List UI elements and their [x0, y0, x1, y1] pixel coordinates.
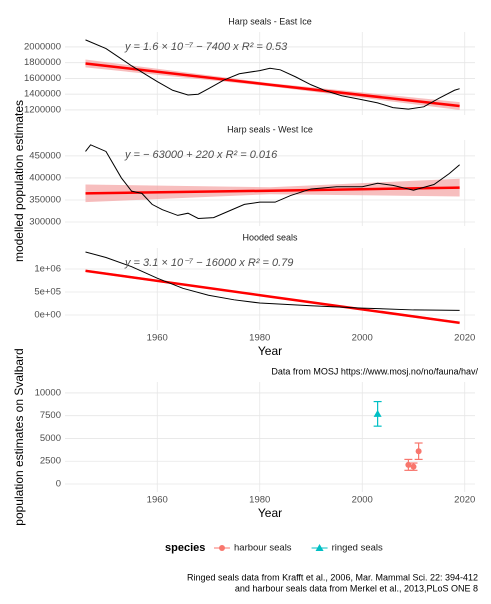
- source-note: Data from MOSJ https://www.mosj.no/no/fa…: [271, 366, 478, 376]
- data-line: [85, 251, 460, 311]
- y-tick-label: 1800000: [24, 57, 61, 68]
- y-tick-label: 10000: [35, 387, 61, 398]
- x-tick-label: 2000: [352, 495, 373, 506]
- equation: y = 3.1 × 10⁻⁷ − 16000 x R² = 0.79: [124, 257, 293, 269]
- y-axis-title: modelled population estimates: [12, 100, 26, 262]
- legend-label: ringed seals: [332, 543, 383, 554]
- fit-line: [85, 269, 460, 325]
- y-tick-label: 300000: [29, 217, 61, 228]
- legend-symbol: [315, 544, 324, 551]
- panel-title: Harp seals - East Ice: [228, 16, 312, 26]
- x-tick-label: 1980: [249, 333, 270, 344]
- y-axis-title: population estimates on Svalbard: [12, 348, 26, 525]
- panel-title: Harp seals - West Ice: [227, 124, 313, 134]
- y-tick-label: 1e+06: [34, 263, 61, 274]
- source-note: and harbour seals data from Merkel et al…: [235, 583, 478, 593]
- y-tick-label: 5e+05: [34, 287, 61, 298]
- x-tick-label: 2020: [454, 495, 475, 506]
- fit-line: [85, 186, 460, 195]
- y-tick-label: 2000000: [24, 41, 61, 52]
- equation: y = 1.6 × 10⁻⁷ − 7400 x R² = 0.53: [124, 41, 288, 53]
- y-tick-label: 1200000: [24, 104, 61, 115]
- y-tick-label: 1600000: [24, 73, 61, 84]
- y-tick-label: 1400000: [24, 89, 61, 100]
- y-tick-label: 0e+00: [34, 310, 61, 321]
- y-tick-label: 400000: [29, 172, 61, 183]
- source-note: Ringed seals data from Krafft et al., 20…: [187, 572, 478, 582]
- x-tick-label: 2020: [454, 333, 475, 344]
- x-tick-label: 2000: [352, 333, 373, 344]
- x-tick-label: 1960: [147, 333, 168, 344]
- y-tick-label: 0: [56, 479, 61, 490]
- legend-label: harbour seals: [234, 543, 292, 554]
- equation: y = − 63000 + 220 x R² = 0.016: [124, 149, 278, 161]
- legend-symbol: [219, 545, 225, 551]
- legend-title: species: [165, 542, 205, 554]
- x-tick-label: 1960: [147, 495, 168, 506]
- y-tick-label: 450000: [29, 150, 61, 161]
- y-tick-label: 350000: [29, 194, 61, 205]
- data-line: [85, 144, 460, 220]
- x-tick-label: 1980: [249, 495, 270, 506]
- panel-title: Hooded seals: [242, 232, 298, 242]
- fit-line: [85, 62, 460, 108]
- point: [410, 463, 417, 470]
- y-tick-label: 5000: [40, 433, 61, 444]
- point: [373, 409, 382, 417]
- x-axis-title: Year: [258, 344, 282, 358]
- y-tick-label: 2500: [40, 456, 61, 467]
- data-line: [85, 39, 460, 110]
- x-axis-title: Year: [258, 506, 282, 520]
- y-tick-label: 7500: [40, 410, 61, 421]
- point: [415, 448, 422, 455]
